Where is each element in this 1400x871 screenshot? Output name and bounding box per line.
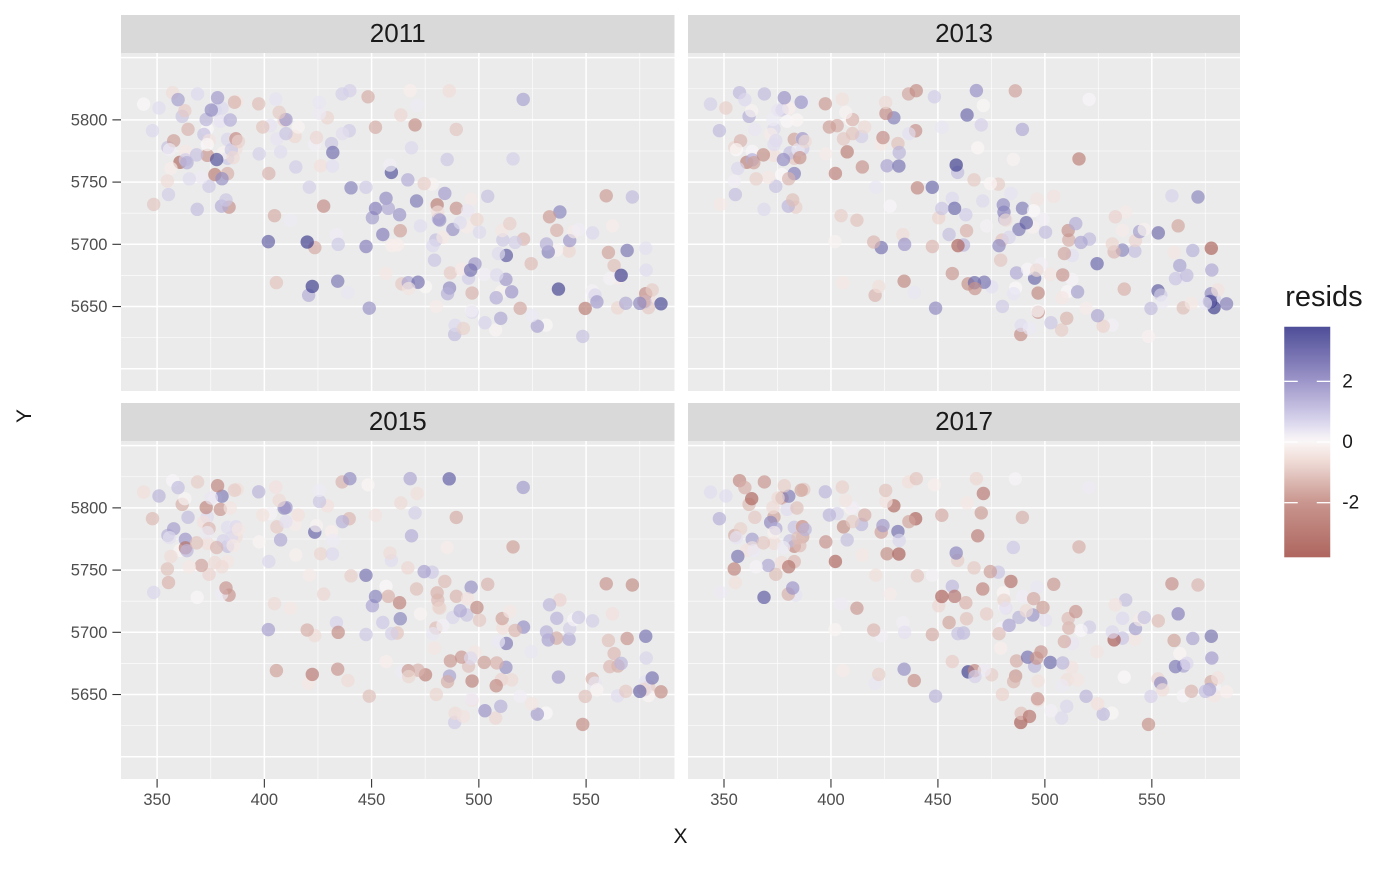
svg-text:450: 450 — [358, 791, 386, 809]
svg-text:X: X — [673, 825, 687, 848]
svg-text:5800: 5800 — [71, 499, 108, 517]
svg-text:550: 550 — [1138, 791, 1166, 809]
svg-text:-2: -2 — [1342, 493, 1359, 514]
svg-text:2011: 2011 — [370, 18, 426, 48]
svg-text:5700: 5700 — [71, 624, 108, 642]
svg-text:500: 500 — [465, 791, 493, 809]
svg-text:550: 550 — [572, 791, 600, 809]
svg-text:5750: 5750 — [71, 174, 108, 192]
svg-text:350: 350 — [710, 791, 738, 809]
svg-text:5700: 5700 — [71, 236, 108, 254]
svg-text:5750: 5750 — [71, 562, 108, 580]
svg-text:450: 450 — [924, 791, 952, 809]
svg-text:2: 2 — [1342, 371, 1353, 392]
svg-text:Y: Y — [13, 409, 36, 423]
svg-text:400: 400 — [817, 791, 845, 809]
svg-text:2013: 2013 — [935, 18, 993, 48]
svg-text:350: 350 — [143, 791, 171, 809]
svg-text:2015: 2015 — [369, 406, 427, 436]
svg-text:500: 500 — [1031, 791, 1059, 809]
svg-text:5650: 5650 — [71, 686, 108, 704]
svg-text:400: 400 — [251, 791, 279, 809]
svg-text:5800: 5800 — [71, 111, 108, 129]
svg-text:resids: resids — [1285, 281, 1362, 313]
svg-text:5650: 5650 — [71, 298, 108, 316]
svg-text:2017: 2017 — [935, 406, 993, 436]
svg-text:0: 0 — [1342, 432, 1353, 453]
